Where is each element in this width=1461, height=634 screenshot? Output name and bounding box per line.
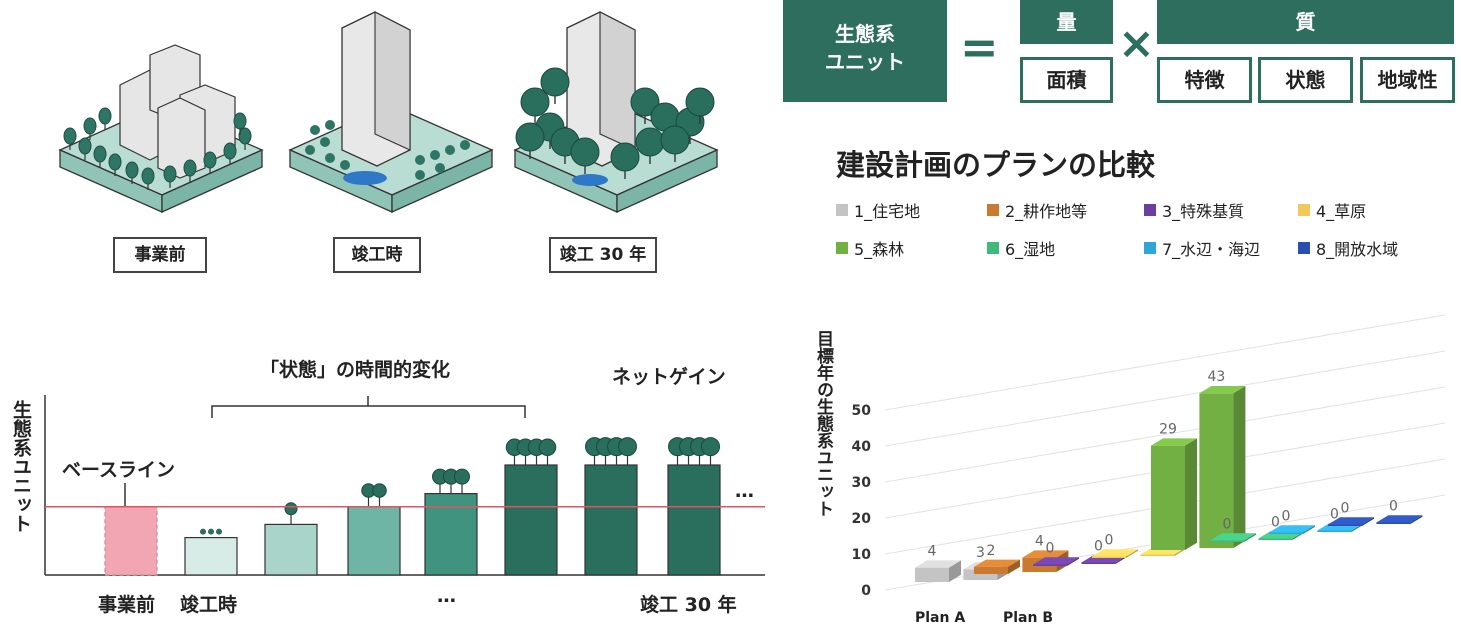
legend-item: 1_住宅地: [836, 198, 920, 222]
bracket-label: 「状態」の時間的変化: [260, 359, 451, 381]
legend-label: 5_森林: [854, 240, 905, 259]
timeline-chart: [44, 395, 765, 576]
bar-3d: [1199, 386, 1246, 548]
legend-item: 4_草原: [1298, 198, 1366, 222]
legend-item: 3_特殊基質: [1144, 198, 1244, 222]
development-scenes: [58, 11, 719, 214]
bar-3d: [915, 560, 961, 582]
data-label: 0: [1223, 517, 1232, 533]
data-label: 0: [1389, 499, 1398, 515]
timeline-bar: [667, 464, 721, 576]
legend-label: 2_耕作地等: [1005, 202, 1088, 221]
legend-swatch: [1298, 204, 1310, 216]
legend-label: 6_湿地: [1005, 240, 1056, 259]
quality-header: 質: [1157, 0, 1454, 44]
legend-item: 7_水辺・海辺: [1144, 236, 1260, 260]
bar-3d: [1092, 549, 1138, 558]
bar-3d: [1151, 438, 1197, 550]
legend-swatch: [987, 242, 999, 254]
bar-3d: [974, 559, 1020, 574]
timeline-bar: [264, 523, 318, 576]
data-label: 0: [1105, 533, 1114, 549]
baseline-label: ベースライン: [62, 459, 176, 481]
times-sign: ×: [1118, 18, 1155, 69]
scene-completion: [288, 11, 494, 214]
y-tick-label: 50: [852, 403, 872, 419]
quality-item-feature: 特徴: [1157, 57, 1252, 103]
data-label: 4: [1035, 534, 1044, 550]
timeline-bar: [104, 506, 158, 576]
legend-label: 1_住宅地: [854, 202, 921, 221]
timeline-x-label-after30: 竣工 30 年: [640, 594, 737, 616]
timeline-bar: [584, 464, 638, 576]
stage-label-completion: 竣工時: [333, 237, 421, 273]
legend-item: 6_湿地: [987, 236, 1055, 260]
bracket: [211, 405, 526, 418]
data-label: 0: [1094, 539, 1103, 555]
timeline-x-label-before: 事業前: [98, 594, 156, 616]
y-tick-label: 10: [852, 547, 872, 563]
data-label: 3: [976, 545, 985, 561]
quantity-item-area: 面積: [1020, 57, 1113, 103]
bar-3d: [1210, 533, 1256, 542]
data-label: 0: [1046, 541, 1055, 557]
category-label: Plan A: [915, 610, 965, 626]
legend-swatch: [987, 204, 999, 216]
timeline-ellipsis: …: [735, 480, 754, 502]
legend-label: 4_草原: [1316, 202, 1367, 221]
legend-label: 7_水辺・海辺: [1162, 240, 1261, 259]
timeline-bar: [504, 464, 558, 576]
gridline: [884, 350, 1446, 447]
legend-item: 2_耕作地等: [987, 198, 1087, 222]
stage-label-after30: 竣工 30 年: [549, 237, 657, 273]
legend-swatch: [836, 242, 848, 254]
bar-3d: [1376, 515, 1423, 524]
data-label: 0: [1330, 507, 1339, 523]
timeline-x-label-ellipsis: …: [437, 585, 456, 607]
ecosystem-unit-box: 生態系 ユニット: [783, 0, 947, 102]
y-tick-label: 40: [852, 439, 872, 455]
gridline: [884, 386, 1446, 483]
timeline-x-label-completion: 竣工時: [180, 594, 238, 616]
legend-item: 5_森林: [836, 236, 904, 260]
legend-swatch: [1144, 204, 1156, 216]
data-label: 0: [1271, 515, 1280, 531]
data-label: 4: [928, 544, 937, 560]
data-label: 29: [1159, 422, 1177, 438]
chart-y-label: 目標年の生態系ユニット: [813, 330, 833, 517]
data-label: 0: [1282, 509, 1291, 525]
quality-item-condition: 状態: [1258, 57, 1353, 103]
legend-swatch: [1298, 242, 1310, 254]
data-label: 0: [1341, 501, 1350, 517]
bar-3d: [1033, 557, 1079, 566]
y-tick-label: 0: [861, 583, 871, 599]
scene-before: [58, 44, 264, 214]
timeline-y-label: 生態系ユニット: [10, 400, 32, 533]
net-gain-label: ネットゲイン: [612, 366, 726, 388]
y-tick-label: 20: [852, 511, 872, 527]
y-tick-label: 30: [852, 475, 872, 491]
legend-label: 8_開放水域: [1316, 240, 1399, 259]
legend-item: 8_開放水域: [1298, 236, 1398, 260]
equals-sign: =: [960, 20, 999, 74]
quality-item-regionality: 地域性: [1360, 57, 1455, 103]
quantity-header: 量: [1020, 0, 1113, 44]
scene-after30: [513, 11, 719, 214]
data-label: 2: [987, 543, 996, 559]
bar-chart-3d: 01020304050000004300290040324Plan APlan …: [852, 314, 1446, 626]
data-label: 43: [1207, 369, 1225, 385]
chart-title: 建設計画のプランの比較: [836, 148, 1156, 182]
bar-3d: [1328, 517, 1374, 526]
gridline: [884, 314, 1446, 411]
timeline-bar: [184, 537, 238, 576]
legend-swatch: [836, 204, 848, 216]
bar-3d: [1269, 525, 1315, 534]
legend-swatch: [1144, 242, 1156, 254]
timeline-bar: [347, 506, 401, 576]
legend-label: 3_特殊基質: [1162, 202, 1245, 221]
timeline-bar: [424, 492, 478, 576]
stage-label-before: 事業前: [113, 237, 207, 273]
category-label: Plan B: [1003, 610, 1053, 626]
